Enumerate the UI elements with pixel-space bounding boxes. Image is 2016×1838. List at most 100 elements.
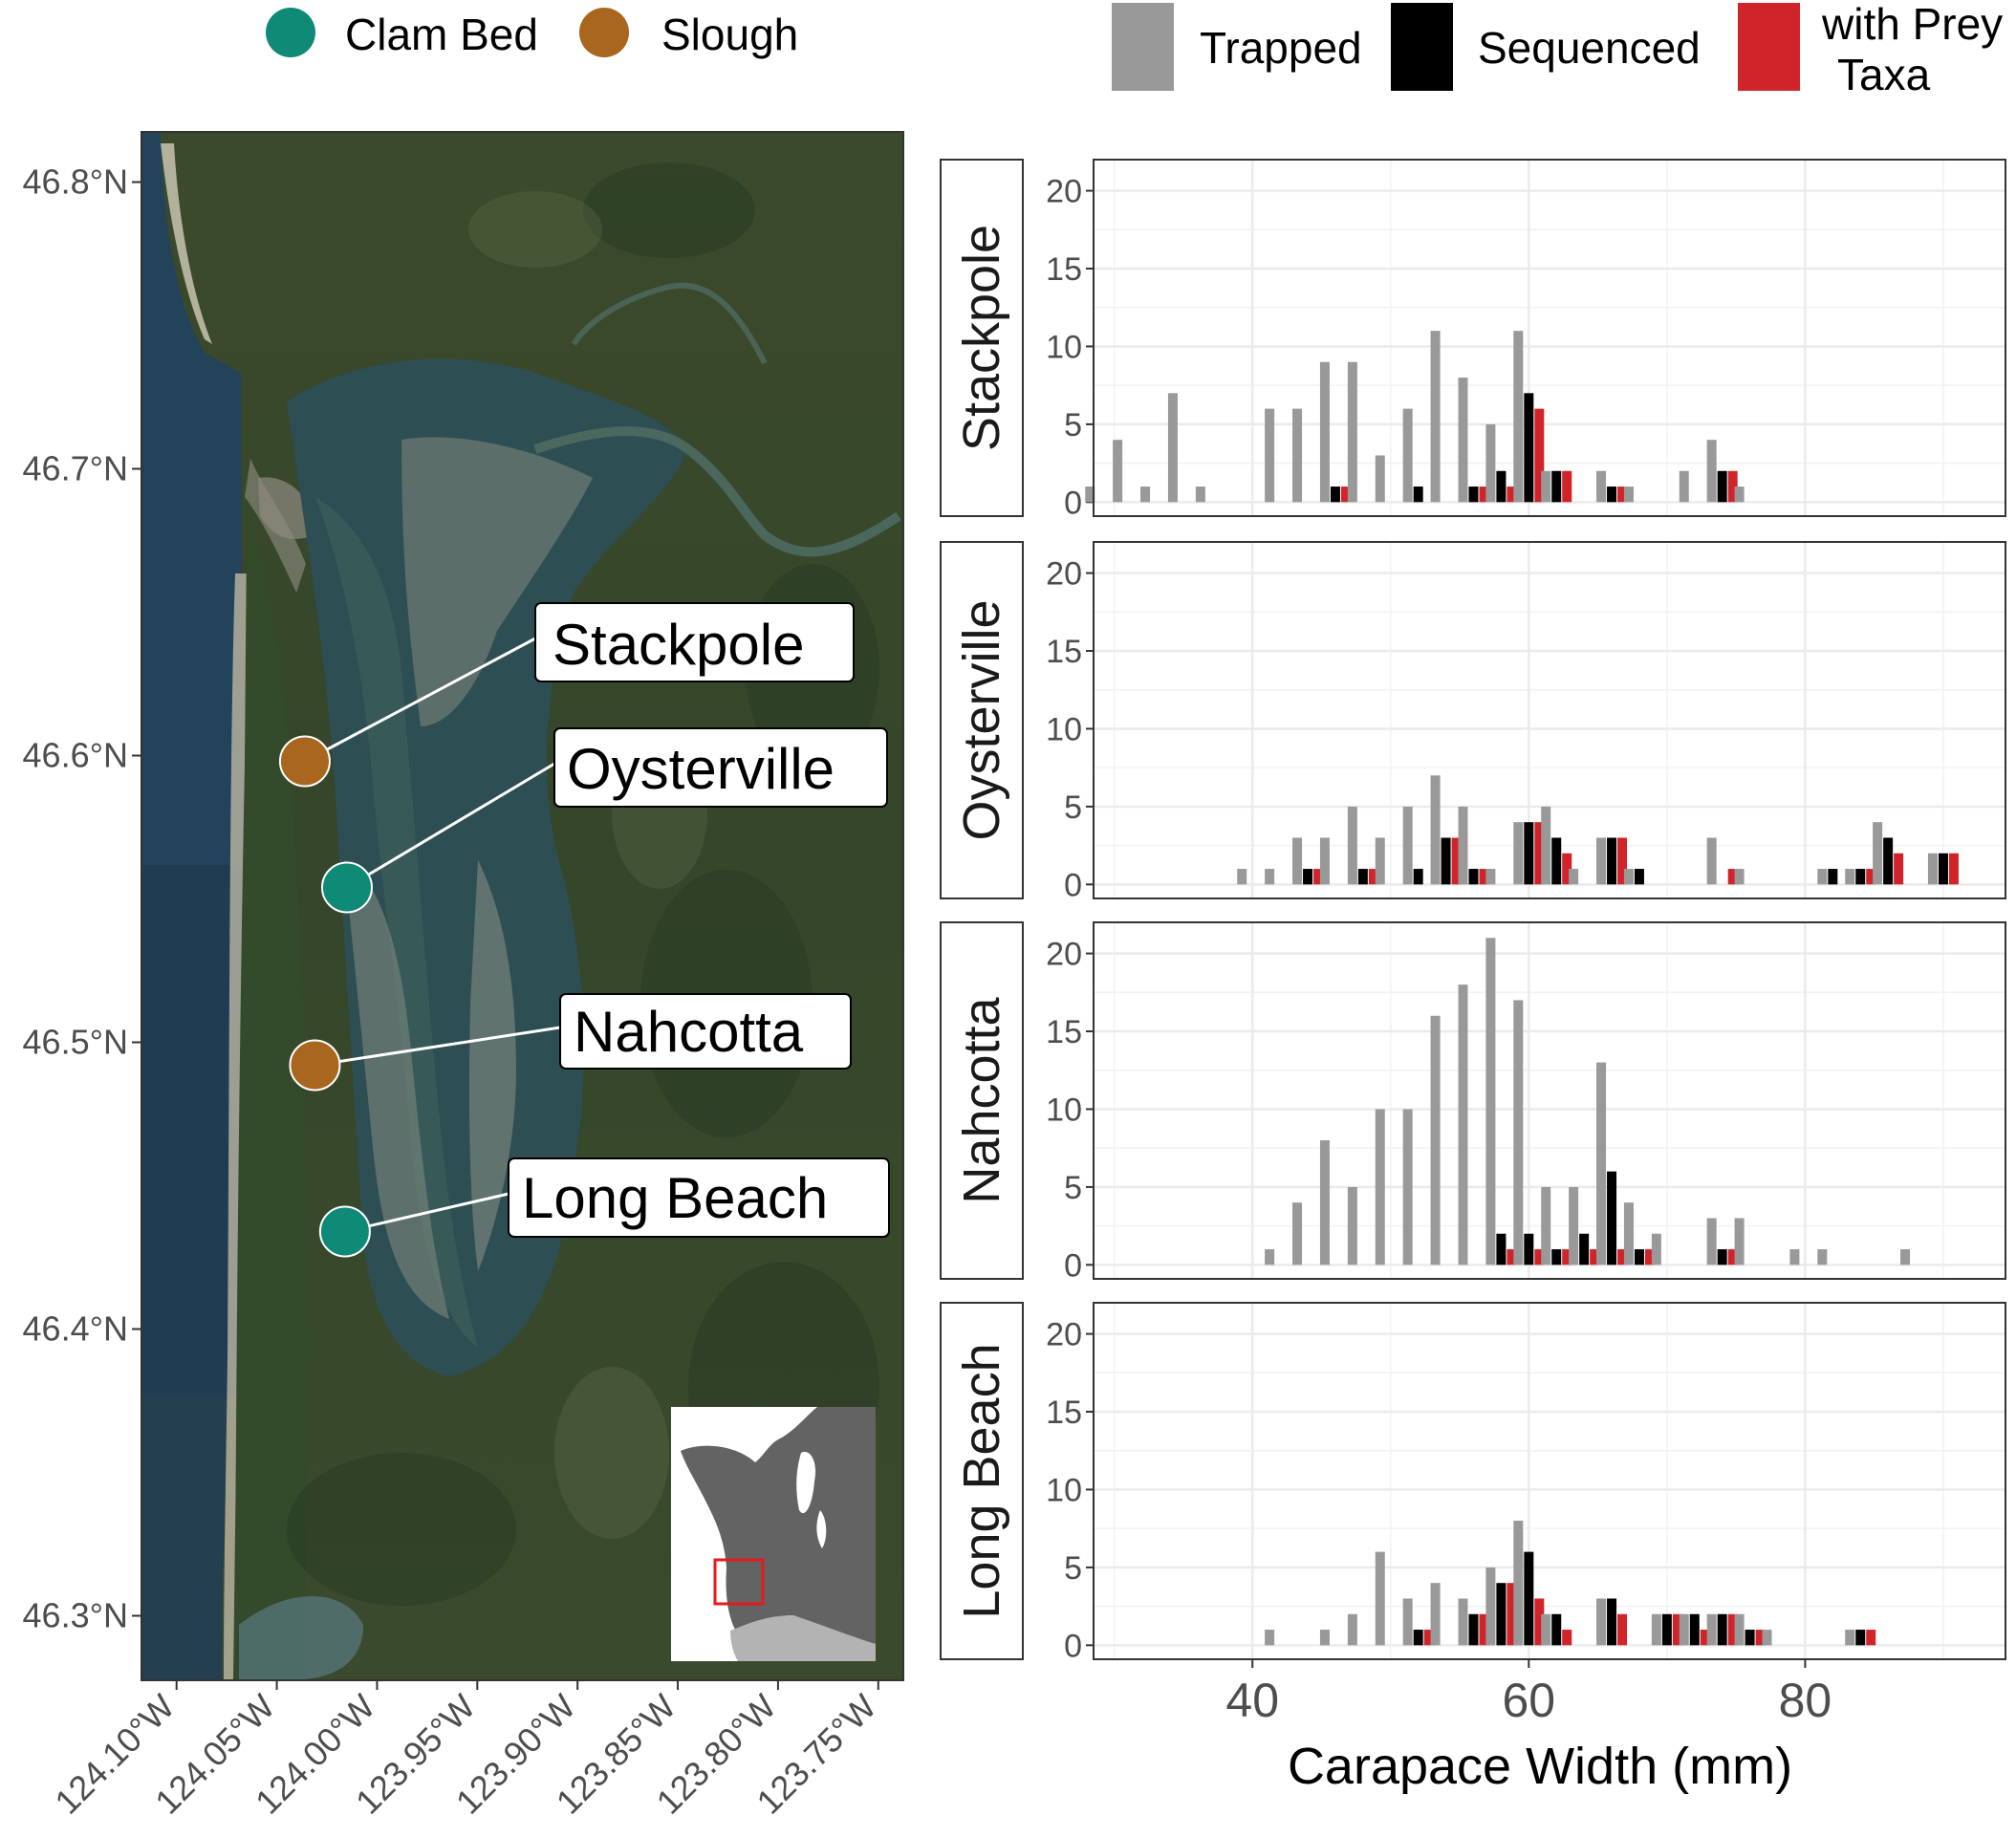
y-tick-label: 20 (1046, 556, 1082, 593)
strip-oysterville (940, 541, 1024, 899)
bar-stackpole-trapped (1265, 408, 1275, 503)
site-label-stackpole: Stackpole (553, 613, 805, 677)
bar-oysterville-trapped (1706, 837, 1717, 885)
bar-oysterville-trapped (1319, 837, 1330, 885)
legend-prey-label-line1: with Prey (1821, 0, 2003, 49)
x-tick-label: 40 (1225, 1674, 1279, 1727)
bar-oysterville-with-prey-taxa (1479, 869, 1489, 885)
bar-oysterville-trapped (1375, 837, 1385, 885)
bar-oysterville-trapped (1513, 822, 1524, 885)
bar-long-beach-trapped (1458, 1598, 1468, 1646)
bar-nahcotta-sequenced (1607, 1171, 1617, 1265)
bar-long-beach-with-prey-taxa (1700, 1630, 1710, 1646)
bar-stackpole-with-prey-taxa (1507, 487, 1517, 503)
site-marker-long-beach (318, 1205, 371, 1258)
bar-stackpole-trapped (1596, 470, 1607, 503)
bar-long-beach-with-prey-taxa (1727, 1613, 1738, 1646)
site-marker-nahcotta (289, 1039, 341, 1092)
bar-oysterville-sequenced (1303, 869, 1313, 885)
plot-background-long-beach (1094, 1303, 2005, 1659)
bar-nahcotta-trapped (1900, 1249, 1911, 1265)
bar-nahcotta-with-prey-taxa (1507, 1249, 1517, 1265)
bar-oysterville-trapped (1485, 869, 1496, 885)
bar-stackpole-trapped (1623, 487, 1634, 503)
bar-nahcotta-trapped (1458, 984, 1468, 1265)
x-axis-title: Carapace Width (mm) (1288, 1738, 1792, 1795)
bar-long-beach-trapped (1541, 1613, 1551, 1646)
lat-tick-label: 46.4°N (23, 1309, 128, 1349)
lat-tick-label: 46.7°N (23, 449, 128, 488)
bar-long-beach-trapped (1430, 1583, 1441, 1646)
bar-long-beach-trapped (1319, 1630, 1330, 1646)
bar-stackpole-trapped (1706, 440, 1717, 503)
y-tick-label: 5 (1064, 407, 1082, 443)
bar-oysterville-with-prey-taxa (1894, 853, 1904, 885)
bar-nahcotta-trapped (1651, 1233, 1661, 1265)
panel-stackpole: Stackpole 0 5 10 15 20 (940, 159, 2006, 521)
y-tick-label: 10 (1046, 329, 1082, 365)
site-label-oysterville: Oysterville (567, 737, 835, 801)
site-label-box-oysterville (553, 727, 888, 808)
bar-long-beach-with-prey-taxa (1507, 1583, 1517, 1646)
bar-long-beach-trapped (1679, 1613, 1689, 1646)
bar-stackpole-sequenced (1607, 487, 1617, 503)
y-tick-label: 0 (1064, 1247, 1082, 1284)
bar-nahcotta-with-prey-taxa (1617, 1249, 1628, 1265)
bar-oysterville-with-prey-taxa (1313, 869, 1324, 885)
map-panel: 46.8°N46.7°N46.6°N46.5°N46.4°N46.3°N124.… (23, 131, 904, 1822)
bar-oysterville-with-prey-taxa (1727, 869, 1738, 885)
bar-oysterville-with-prey-taxa (1562, 853, 1572, 885)
site-marker-oysterville (320, 861, 373, 914)
panel-border-stackpole (1093, 159, 2006, 517)
bar-long-beach-trapped (1651, 1613, 1661, 1646)
site-marker-stackpole (278, 735, 331, 788)
bar-stackpole-trapped (1734, 487, 1745, 503)
bar-oysterville-sequenced (1828, 869, 1838, 885)
bar-stackpole-trapped (1458, 378, 1468, 503)
y-tick-label: 0 (1064, 1628, 1082, 1664)
inset-oregon (730, 1615, 876, 1661)
bar-stackpole-trapped (1113, 440, 1123, 503)
bar-stackpole-trapped (1541, 470, 1551, 503)
panel-long-beach: Long Beach 0 5 10 15 20 (940, 1302, 2006, 1664)
bar-oysterville-sequenced (1607, 837, 1617, 885)
legend-clam-bed-label: Clam Bed (345, 10, 538, 59)
legend-slough-marker (579, 8, 629, 57)
bar-long-beach-sequenced (1661, 1613, 1672, 1646)
bar-nahcotta-trapped (1430, 1015, 1441, 1265)
site-label-box-stackpole (534, 602, 855, 682)
bar-nahcotta-sequenced (1634, 1249, 1644, 1265)
bar-nahcotta-trapped (1541, 1186, 1551, 1265)
bar-nahcotta-trapped (1569, 1186, 1579, 1265)
map-legend: Clam Bed Slough (266, 8, 798, 59)
panel-border-long-beach (1093, 1302, 2006, 1660)
bar-stackpole-sequenced (1551, 470, 1562, 503)
bar-stackpole-sequenced (1717, 470, 1727, 503)
bar-oysterville-trapped (1927, 853, 1938, 885)
bar-nahcotta-trapped (1706, 1218, 1717, 1265)
bar-long-beach-with-prey-taxa (1479, 1613, 1489, 1646)
bar-oysterville-with-prey-taxa (1617, 837, 1628, 885)
satellite-image (141, 132, 903, 1680)
y-tick-label: 20 (1046, 937, 1082, 973)
x-tick-label: 80 (1779, 1674, 1832, 1727)
bar-stackpole-trapped (1292, 408, 1303, 503)
bar-nahcotta-trapped (1817, 1249, 1828, 1265)
bar-oysterville-trapped (1265, 869, 1275, 885)
bar-stackpole-sequenced (1413, 487, 1423, 503)
bar-oysterville-sequenced (1357, 869, 1368, 885)
legend-prey-label-line2: Taxa (1837, 50, 1931, 99)
bar-long-beach-with-prey-taxa (1672, 1613, 1682, 1646)
panel-nahcotta: Nahcotta 0 5 10 15 20 (940, 921, 2006, 1284)
y-tick-label: 5 (1064, 1170, 1082, 1206)
panel-border-nahcotta (1093, 921, 2006, 1280)
legend-trapped-swatch (1112, 3, 1174, 91)
histogram-x-axis: 40 60 80 Carapace Width (mm) (1225, 1659, 1832, 1795)
bar-nahcotta-trapped (1513, 1000, 1524, 1265)
bar-nahcotta-with-prey-taxa (1727, 1249, 1738, 1265)
bar-stackpole-trapped (1430, 331, 1441, 503)
beach-strip (161, 143, 212, 344)
strip-label-stackpole: Stackpole (953, 225, 1010, 451)
river-channel (533, 426, 901, 557)
